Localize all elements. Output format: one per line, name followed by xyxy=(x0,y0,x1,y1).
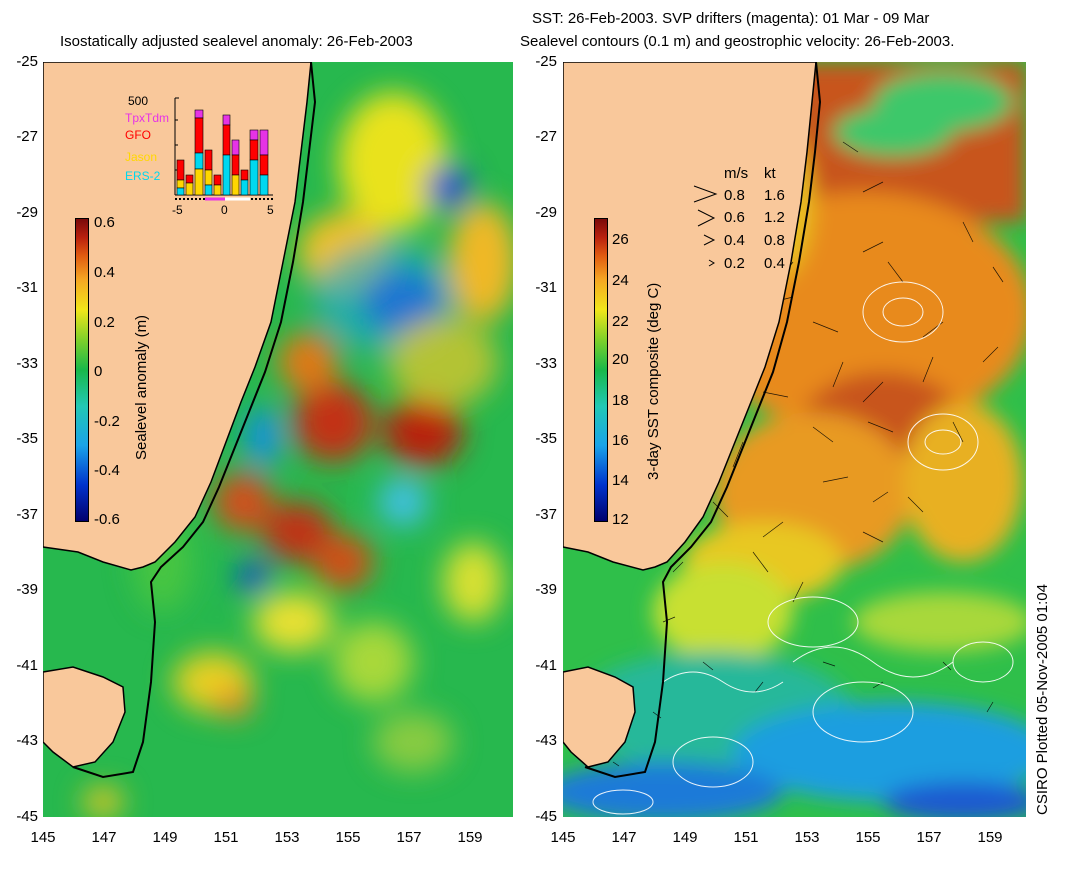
right-y-tick: -39 xyxy=(535,581,557,598)
left-x-tick: 149 xyxy=(152,829,178,846)
right-y-tick: -35 xyxy=(535,430,557,447)
right-y-tick: -29 xyxy=(535,204,557,221)
left-y-tick: -43 xyxy=(16,732,38,749)
left-y-tick: -25 xyxy=(16,53,38,70)
right-y-tick: -45 xyxy=(535,808,557,825)
left-y-tick: -37 xyxy=(16,506,38,523)
inset-legend-tpxtdm: TpxTdm xyxy=(125,111,170,125)
right-x-tick: 149 xyxy=(672,829,698,846)
right-y-tick: -43 xyxy=(535,732,557,749)
right-y-tick: -41 xyxy=(535,657,557,674)
left-colorbar-tick: -0.6 xyxy=(94,511,120,528)
right-map-title-line1: SST: 26-Feb-2003. SVP drifters (magenta)… xyxy=(532,10,930,27)
right-map-plot xyxy=(563,62,1026,817)
velocity-legend-arrows xyxy=(693,185,718,267)
left-y-tick: -29 xyxy=(16,204,38,221)
velocity-legend-ms: 0.2 xyxy=(724,255,745,272)
right-y-tick: -27 xyxy=(535,128,557,145)
left-y-tick: -41 xyxy=(16,657,38,674)
left-y-tick: -39 xyxy=(16,581,38,598)
left-colorbar-tick: 0.6 xyxy=(94,214,115,231)
left-x-tick: 145 xyxy=(30,829,56,846)
right-y-tick: -31 xyxy=(535,279,557,296)
left-map-title: Isostatically adjusted sealevel anomaly:… xyxy=(60,33,413,50)
velocity-legend-kt: 0.4 xyxy=(764,255,785,272)
plot-credit: CSIRO Plotted 05-Nov-2005 01:04 xyxy=(1034,584,1051,815)
inset-y-label: 500 xyxy=(128,94,149,108)
right-x-tick: 145 xyxy=(550,829,576,846)
right-x-tick: 147 xyxy=(611,829,637,846)
inset-x-tick: 0 xyxy=(221,203,228,217)
left-y-tick: -45 xyxy=(16,808,38,825)
velocity-legend-ms: 0.4 xyxy=(724,232,745,249)
right-y-tick: -33 xyxy=(535,355,557,372)
velocity-legend-ms: 0.8 xyxy=(724,187,745,204)
right-x-tick: 153 xyxy=(794,829,820,846)
right-colorbar-tick: 24 xyxy=(612,272,629,289)
velocity-legend-kt: 0.8 xyxy=(764,232,785,249)
left-x-tick: 157 xyxy=(396,829,422,846)
altimeter-inset-chart xyxy=(174,97,273,201)
left-colorbar-tick: -0.2 xyxy=(94,413,120,430)
velocity-legend-header-ms: m/s xyxy=(724,165,749,182)
right-x-tick: 155 xyxy=(855,829,881,846)
right-colorbar-tick: 16 xyxy=(612,432,629,449)
left-colorbar-tick: 0 xyxy=(94,363,103,380)
left-x-tick: 153 xyxy=(274,829,300,846)
right-colorbar-tick: 20 xyxy=(612,351,629,368)
left-map-plot xyxy=(43,62,513,817)
left-x-tick: 159 xyxy=(457,829,483,846)
left-x-tick: 151 xyxy=(213,829,239,846)
inset-x-tick: 5 xyxy=(267,203,274,217)
right-colorbar xyxy=(594,218,608,522)
right-x-tick: 159 xyxy=(977,829,1003,846)
right-colorbar-tick: 22 xyxy=(612,313,629,330)
velocity-legend-kt: 1.6 xyxy=(764,187,785,204)
velocity-legend-header-kt: kt xyxy=(764,165,776,182)
velocity-legend-ms: 0.6 xyxy=(724,209,745,226)
inset-legend-ers2: ERS-2 xyxy=(125,169,161,183)
left-y-tick: -35 xyxy=(16,430,38,447)
left-colorbar-tick: 0.2 xyxy=(94,314,115,331)
inset-legend-jason: Jason xyxy=(125,150,158,164)
velocity-legend-kt: 1.2 xyxy=(764,209,785,226)
right-colorbar-tick: 18 xyxy=(612,392,629,409)
inset-x-tick: -5 xyxy=(172,203,183,217)
inset-legend-gfo: GFO xyxy=(125,128,151,142)
right-y-tick: -25 xyxy=(535,53,557,70)
left-y-tick: -33 xyxy=(16,355,38,372)
right-colorbar-label: 3-day SST composite (deg C) xyxy=(645,282,662,480)
left-x-tick: 155 xyxy=(335,829,361,846)
right-map-title-line2: Sealevel contours (0.1 m) and geostrophi… xyxy=(520,33,955,50)
left-colorbar xyxy=(75,218,89,522)
right-x-tick: 151 xyxy=(733,829,759,846)
left-y-tick: -31 xyxy=(16,279,38,296)
left-y-tick: -27 xyxy=(16,128,38,145)
left-colorbar-tick: -0.4 xyxy=(94,462,120,479)
right-x-tick: 157 xyxy=(916,829,942,846)
right-y-tick: -37 xyxy=(535,506,557,523)
left-x-tick: 147 xyxy=(91,829,117,846)
left-colorbar-label: Sealevel anomaly (m) xyxy=(133,314,150,460)
right-colorbar-tick: 12 xyxy=(612,511,629,528)
right-colorbar-tick: 26 xyxy=(612,231,629,248)
left-colorbar-tick: 0.4 xyxy=(94,264,115,281)
right-colorbar-tick: 14 xyxy=(612,472,629,489)
